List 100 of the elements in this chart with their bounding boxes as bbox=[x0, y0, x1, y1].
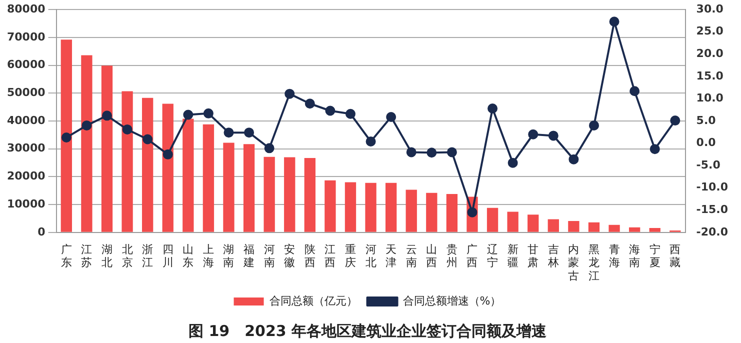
x-tick-label: 贵州 bbox=[446, 242, 458, 270]
x-tick-label: 内蒙古 bbox=[568, 242, 580, 282]
y-tick-label: 60000 bbox=[6, 58, 46, 72]
point bbox=[122, 124, 132, 134]
x-tick-label: 江苏 bbox=[81, 242, 92, 270]
bar bbox=[223, 142, 234, 232]
point bbox=[488, 104, 498, 114]
point bbox=[102, 110, 112, 121]
point bbox=[508, 158, 518, 168]
point bbox=[61, 132, 72, 142]
point bbox=[142, 134, 153, 144]
bar bbox=[264, 156, 275, 232]
y2-tick-label: -10.0 bbox=[696, 180, 728, 194]
bar bbox=[243, 144, 255, 232]
y2-tick-label: 25.0 bbox=[696, 24, 724, 38]
x-tick-label: 河北 bbox=[365, 242, 376, 270]
y-tick-label: 0 bbox=[38, 225, 46, 238]
y2-tick-label: 0.0 bbox=[696, 136, 716, 150]
point bbox=[548, 130, 558, 141]
bar bbox=[548, 219, 559, 232]
bar bbox=[486, 208, 498, 232]
point bbox=[162, 149, 173, 160]
y-tick-label: 20000 bbox=[6, 170, 46, 183]
point bbox=[670, 116, 680, 126]
x-tick-label: 湖南 bbox=[223, 242, 234, 270]
point bbox=[244, 128, 254, 138]
bar bbox=[60, 40, 72, 232]
bar bbox=[202, 124, 214, 232]
x-tick-label: 四川 bbox=[162, 242, 174, 270]
x-tick-label: 甘肃 bbox=[528, 242, 539, 270]
point bbox=[650, 144, 660, 154]
bar bbox=[101, 66, 113, 232]
bar bbox=[365, 182, 376, 232]
point bbox=[426, 148, 437, 158]
y2-tick-label: -15.0 bbox=[696, 202, 728, 216]
y2-tick-label: 10.0 bbox=[696, 92, 724, 105]
bar bbox=[344, 182, 356, 232]
y-tick-label: 10000 bbox=[6, 197, 46, 210]
point bbox=[446, 147, 457, 158]
y2-tick-label: 5.0 bbox=[696, 114, 716, 127]
y-tick-label: 70000 bbox=[6, 30, 46, 44]
x-tick-label: 广西 bbox=[466, 242, 478, 270]
x-tick-label: 宁夏 bbox=[649, 242, 660, 270]
y-tick-label: 80000 bbox=[6, 2, 46, 16]
point bbox=[82, 120, 92, 130]
bar bbox=[182, 118, 194, 232]
bar bbox=[122, 91, 133, 232]
point bbox=[630, 86, 640, 96]
point bbox=[203, 108, 214, 118]
bar bbox=[568, 220, 580, 232]
x-tick-label: 江西 bbox=[324, 242, 336, 270]
x-tick-label: 安徽 bbox=[284, 242, 296, 270]
legend-label: 合同总额（亿元） bbox=[269, 294, 358, 308]
x-tick-label: 吉林 bbox=[546, 242, 559, 270]
bar bbox=[284, 157, 296, 232]
bar bbox=[162, 104, 174, 232]
point bbox=[325, 106, 336, 116]
x-tick-label: 重庆 bbox=[344, 242, 356, 270]
point bbox=[588, 120, 599, 130]
x-tick-label: 广东 bbox=[60, 242, 72, 270]
y2-tick-label: -5.0 bbox=[696, 158, 721, 172]
point bbox=[264, 143, 274, 154]
point bbox=[304, 98, 315, 109]
x-tick-label: 浙江 bbox=[142, 242, 154, 270]
x-tick-label: 山东 bbox=[182, 242, 194, 270]
x-tick-label: 上海 bbox=[202, 242, 214, 270]
x-tick-label: 陕西 bbox=[304, 242, 316, 270]
bar bbox=[324, 180, 336, 232]
point bbox=[386, 112, 396, 122]
point bbox=[609, 16, 620, 27]
bar bbox=[406, 190, 417, 232]
bar bbox=[81, 55, 92, 232]
legend-label: 合同总额增速（%） bbox=[402, 294, 502, 308]
y2-tick-label: 30.0 bbox=[696, 2, 724, 16]
x-tick-label: 海南 bbox=[629, 242, 640, 270]
bar bbox=[588, 222, 600, 232]
bar bbox=[608, 224, 620, 232]
y2-tick-label: 15.0 bbox=[696, 69, 724, 82]
x-tick-label: 河南 bbox=[264, 242, 275, 270]
x-tick-label: 北京 bbox=[122, 242, 133, 270]
x-tick-label: 青海 bbox=[608, 242, 620, 270]
text: 图 19 2023 年各地区建筑业企业签订合同额及增速 bbox=[188, 322, 548, 340]
bar bbox=[304, 158, 316, 232]
bar bbox=[528, 214, 539, 232]
x-tick-label: 西藏 bbox=[670, 242, 681, 270]
point bbox=[366, 136, 376, 146]
bar bbox=[142, 98, 154, 232]
point bbox=[568, 154, 579, 164]
y2-tick-label: 20.0 bbox=[696, 47, 724, 60]
bar bbox=[507, 212, 518, 232]
y2-tick-label: -20.0 bbox=[696, 225, 728, 238]
x-tick-label: 福建 bbox=[242, 242, 255, 270]
point bbox=[528, 129, 538, 140]
bar bbox=[628, 227, 640, 232]
point bbox=[406, 147, 416, 158]
point bbox=[345, 108, 356, 119]
y-tick-label: 50000 bbox=[6, 86, 46, 100]
bar bbox=[446, 194, 458, 232]
bar bbox=[426, 192, 438, 232]
point bbox=[183, 110, 194, 120]
